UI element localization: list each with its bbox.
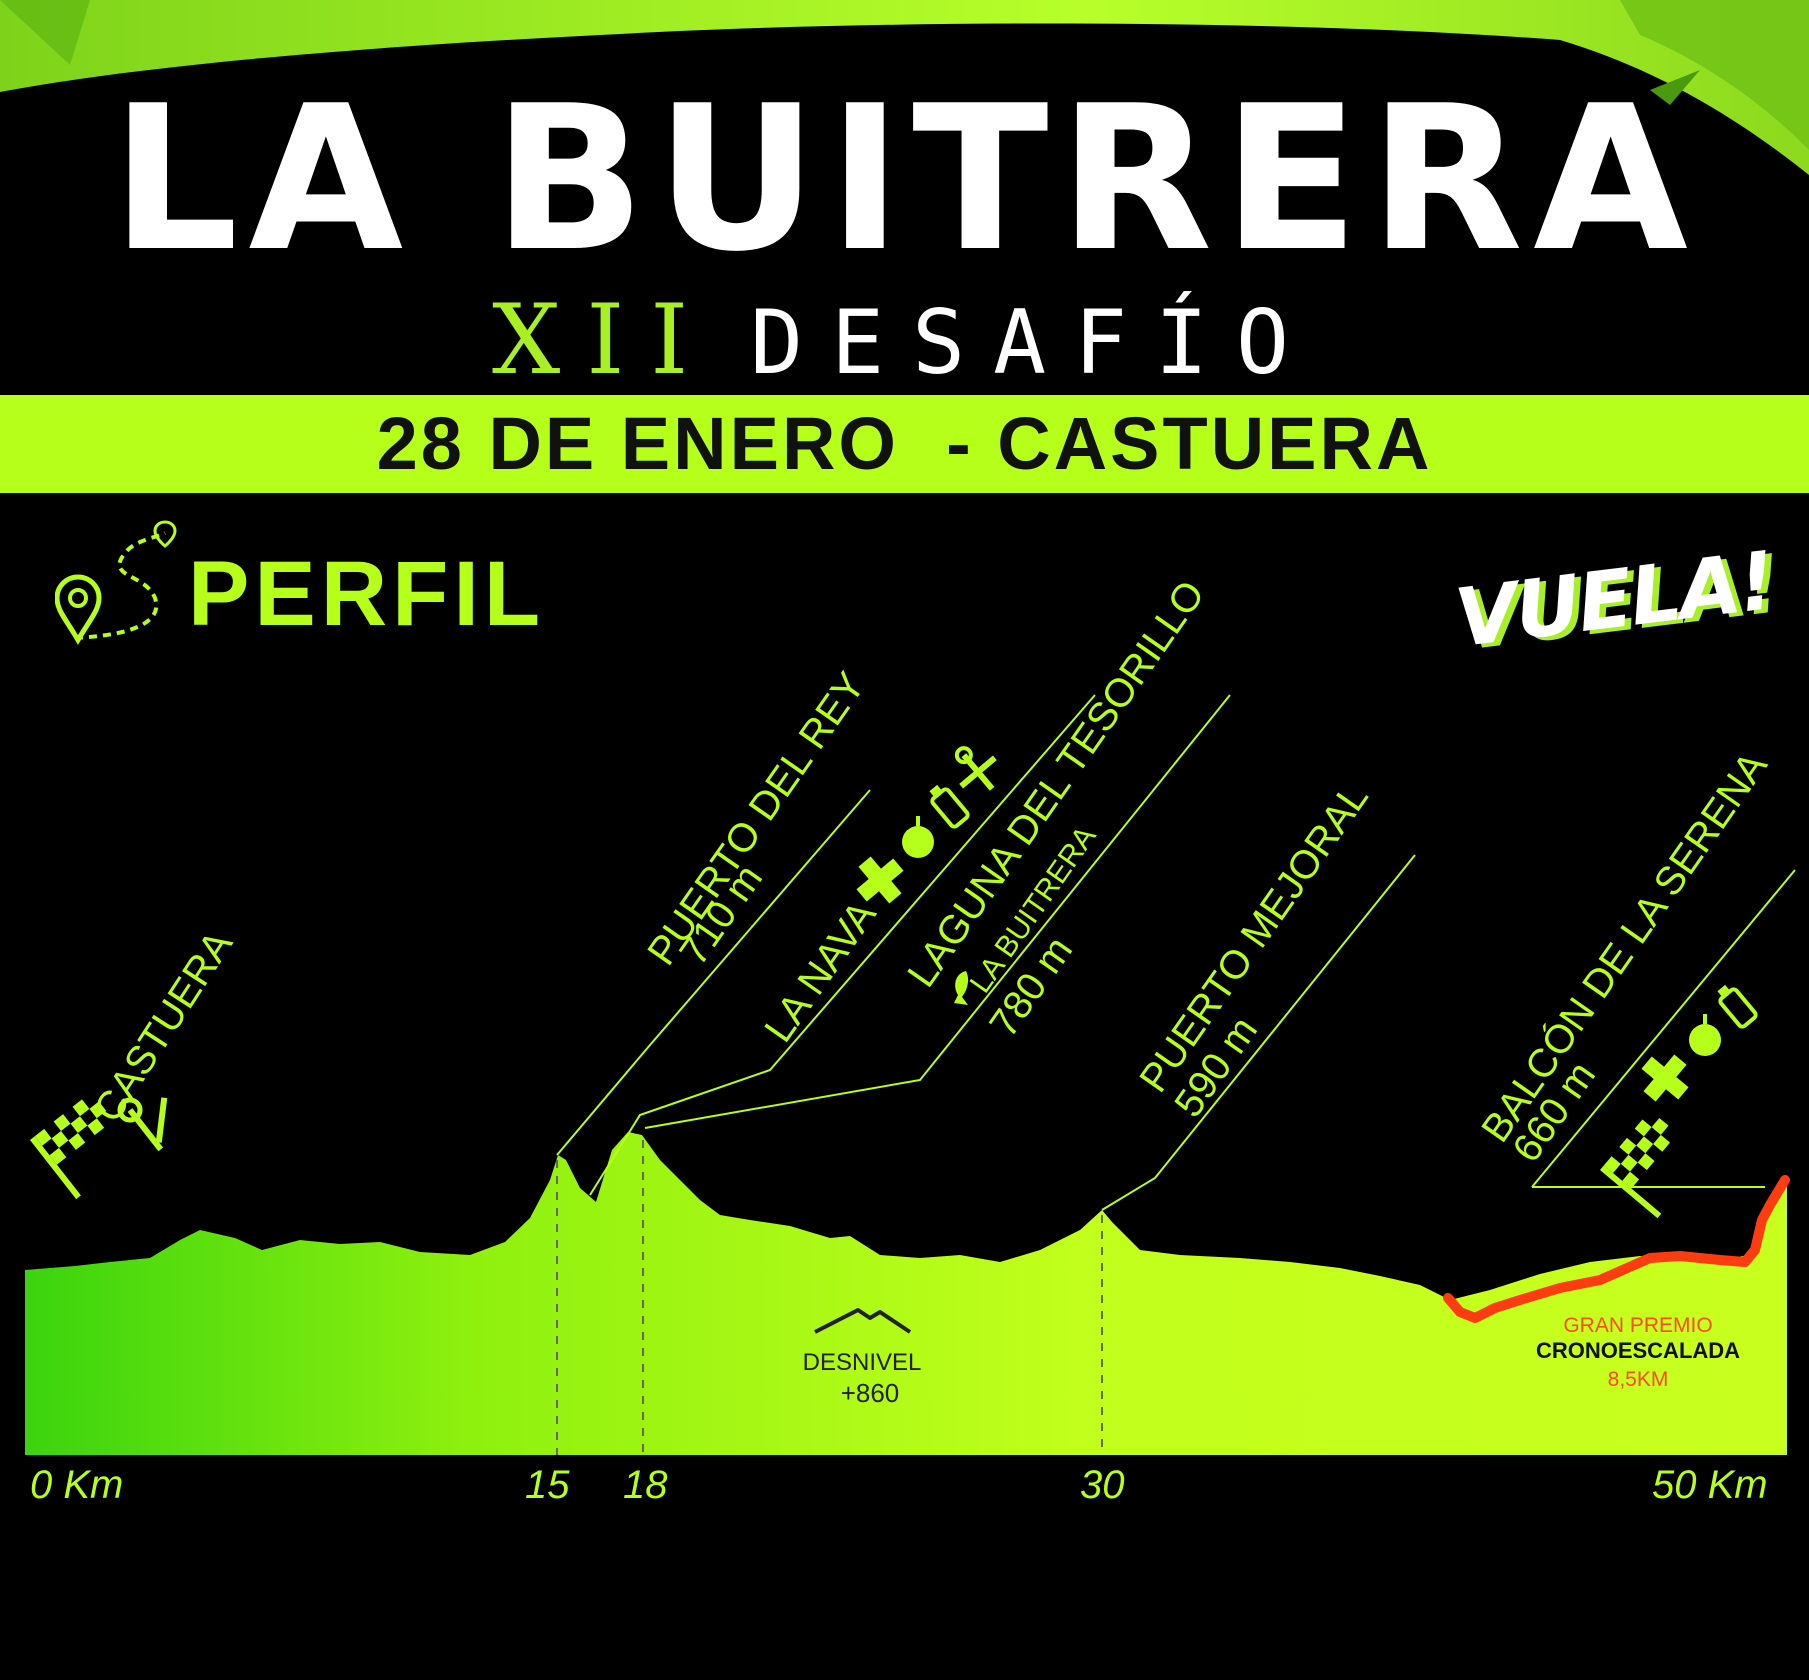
la-nava-tools-icon [954, 746, 997, 791]
climb-line1: GRAN PREMIO [1563, 1314, 1712, 1337]
vulture-icon [954, 971, 969, 1005]
waypoint-la-nava-name: LA NAVA [756, 893, 884, 1050]
la-nava-apple-icon [902, 816, 934, 858]
balcon-apple-icon [1689, 1014, 1721, 1056]
mountain-icon [814, 1308, 912, 1334]
map-pin-route-icon [55, 520, 177, 645]
balcon-bottle-icon [1717, 984, 1758, 1029]
balcon-cross-icon [1641, 1054, 1689, 1102]
la-nava-cross-icon [856, 856, 904, 904]
km-label-30: 30 [1080, 1463, 1125, 1507]
desnivel-value: +860 [841, 1378, 900, 1408]
event-title: LA BUITRERA [111, 63, 1698, 296]
event-subtitle: XII DESAFÍO [0, 292, 1809, 388]
start-tools-icon [117, 1097, 168, 1152]
date-band [0, 395, 1809, 493]
green-swoosh-decoration [0, 0, 1809, 175]
la-nava-bottle-icon [929, 784, 970, 829]
desafio-word: DESAFÍO [750, 291, 1318, 394]
km-label-18: 18 [623, 1463, 668, 1507]
km-guide-lines [556, 1140, 1103, 1455]
climb-line2: CRONOESCALADA [1536, 1338, 1740, 1363]
perfil-heading: PERFIL [188, 543, 546, 645]
edition-number: XII [491, 284, 715, 396]
callout-lines [556, 694, 1796, 1211]
finish-checkered-flag-icon [1600, 1117, 1671, 1219]
profile-area [25, 1132, 1787, 1455]
date-location-text: 28 DE ENERO - CASTUERA [376, 402, 1433, 485]
waypoint-laguna-name: LAGUNA DEL TESORILLO [899, 573, 1213, 995]
km-label-0: 0 Km [30, 1463, 124, 1507]
km-label-15: 15 [525, 1463, 570, 1507]
climb-line3: 8,5KM [1608, 1368, 1669, 1391]
start-checkered-flag-icon [30, 1099, 107, 1200]
desnivel-label: DESNIVEL [803, 1349, 922, 1376]
waypoint-mejoral-name: PUERTO MEJORAL [1131, 776, 1377, 1100]
km-label-50: 50 Km [1652, 1463, 1768, 1507]
cronoescalada-climb-line [1443, 1175, 1790, 1323]
